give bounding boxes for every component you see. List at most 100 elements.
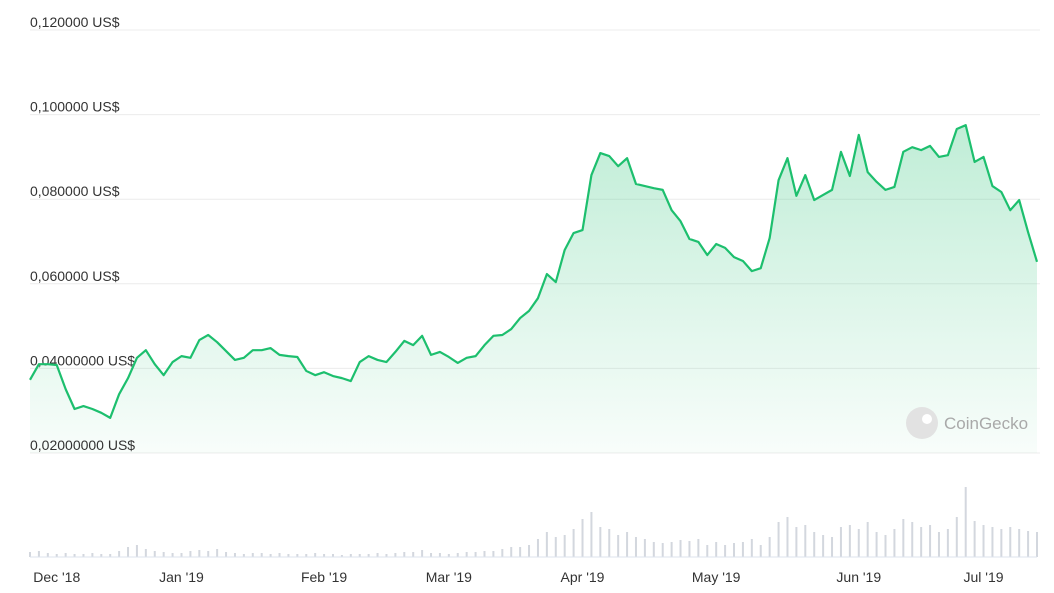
volume-bar <box>171 553 174 557</box>
volume-bar <box>848 525 851 557</box>
volume-bar <box>55 554 58 557</box>
volume-bar <box>260 553 263 557</box>
volume-bar <box>278 553 281 557</box>
volume-bar <box>394 553 397 557</box>
y-tick-label: 0,02000000 US$ <box>30 437 135 453</box>
volume-bar <box>456 553 459 557</box>
volume-bar <box>340 555 343 557</box>
volume-bar <box>893 529 896 557</box>
volume-bar <box>189 551 192 557</box>
volume-bar <box>153 551 156 557</box>
volume-bar <box>884 535 887 557</box>
volume-bar <box>37 551 40 557</box>
volume-bar <box>724 545 727 557</box>
volume-bar <box>545 532 548 557</box>
volume-bar <box>572 529 575 557</box>
volume-bar <box>465 552 468 557</box>
watermark-logo-eye <box>922 414 932 424</box>
volume-bar <box>688 541 691 557</box>
volume-bar <box>982 525 985 557</box>
volume-bar <box>831 537 834 557</box>
volume-bar <box>937 532 940 557</box>
volume-bar <box>528 545 531 557</box>
volume-bar <box>759 545 762 557</box>
watermark-logo <box>906 407 938 439</box>
watermark-text: CoinGecko <box>944 414 1028 433</box>
volume-bar <box>287 554 290 557</box>
volume-bar <box>403 552 406 557</box>
volume-bar <box>180 553 183 557</box>
volume-bar <box>670 542 673 557</box>
volume-bar <box>385 554 388 557</box>
volume-bar <box>964 487 967 557</box>
x-tick-label: Jan '19 <box>159 569 204 585</box>
volume-bar <box>733 543 736 557</box>
volume-bar <box>991 527 994 557</box>
volume-bar <box>207 551 210 557</box>
volume-bar <box>331 554 334 557</box>
volume-bar <box>1018 529 1021 557</box>
y-tick-label: 0,100000 US$ <box>30 99 120 115</box>
volume-bar <box>82 554 85 557</box>
y-tick-label: 0,060000 US$ <box>30 268 120 284</box>
volume-bar <box>430 553 433 557</box>
price-line <box>29 124 1039 419</box>
volume-bar <box>750 539 753 557</box>
x-tick-label: Jul '19 <box>964 569 1004 585</box>
x-tick-label: Feb '19 <box>301 569 347 585</box>
volume-bar <box>973 521 976 557</box>
volume-bar <box>29 552 31 557</box>
volume-bar <box>706 545 709 557</box>
volume-bar <box>697 539 700 557</box>
volume-bar <box>946 529 949 557</box>
volume-bar <box>242 554 245 557</box>
volume-bar <box>590 512 593 557</box>
volume-bar <box>323 554 326 557</box>
volume-bar <box>599 527 602 557</box>
volume-bar <box>626 532 629 557</box>
volume-bar <box>1036 532 1038 557</box>
volume-bar <box>314 553 317 557</box>
volume-bar <box>795 527 798 557</box>
volume-bar <box>367 554 370 557</box>
volume-bar <box>412 552 415 557</box>
volume-bar <box>296 554 299 557</box>
volume-bar <box>866 522 869 557</box>
volume-bar <box>162 552 165 557</box>
volume-bar <box>233 553 236 557</box>
volume-bar <box>929 525 932 557</box>
volume-bar <box>1027 531 1030 557</box>
volume-bar <box>269 554 272 557</box>
volume-bar <box>118 551 121 557</box>
volume-bar <box>679 540 682 557</box>
volume-bar <box>652 542 655 557</box>
volume-bar <box>875 532 878 557</box>
volume-bar <box>144 549 147 557</box>
volume-bar <box>447 554 450 557</box>
volume-bar <box>617 535 620 557</box>
volume-bar <box>46 553 49 557</box>
volume-bar <box>643 539 646 557</box>
volume-bar <box>634 537 637 557</box>
y-tick-label: 0,080000 US$ <box>30 183 120 199</box>
volume-bar <box>955 517 958 557</box>
volume-bar <box>474 552 477 557</box>
volume-bar <box>920 527 923 557</box>
volume-bar <box>608 529 611 557</box>
volume-bar <box>109 554 112 557</box>
volume-bar <box>64 553 67 557</box>
volume-bar <box>519 547 522 557</box>
volume-bar <box>1000 529 1003 557</box>
volume-bar <box>492 551 495 557</box>
x-tick-label: Jun '19 <box>836 569 881 585</box>
x-tick-label: Dec '18 <box>33 569 80 585</box>
volume-bar <box>198 550 201 557</box>
volume-bar <box>661 543 664 557</box>
volume-bar <box>91 553 94 557</box>
volume-bar <box>100 554 103 557</box>
volume-bar <box>305 554 308 557</box>
volume-bar <box>438 553 441 557</box>
volume-bar <box>127 547 130 557</box>
